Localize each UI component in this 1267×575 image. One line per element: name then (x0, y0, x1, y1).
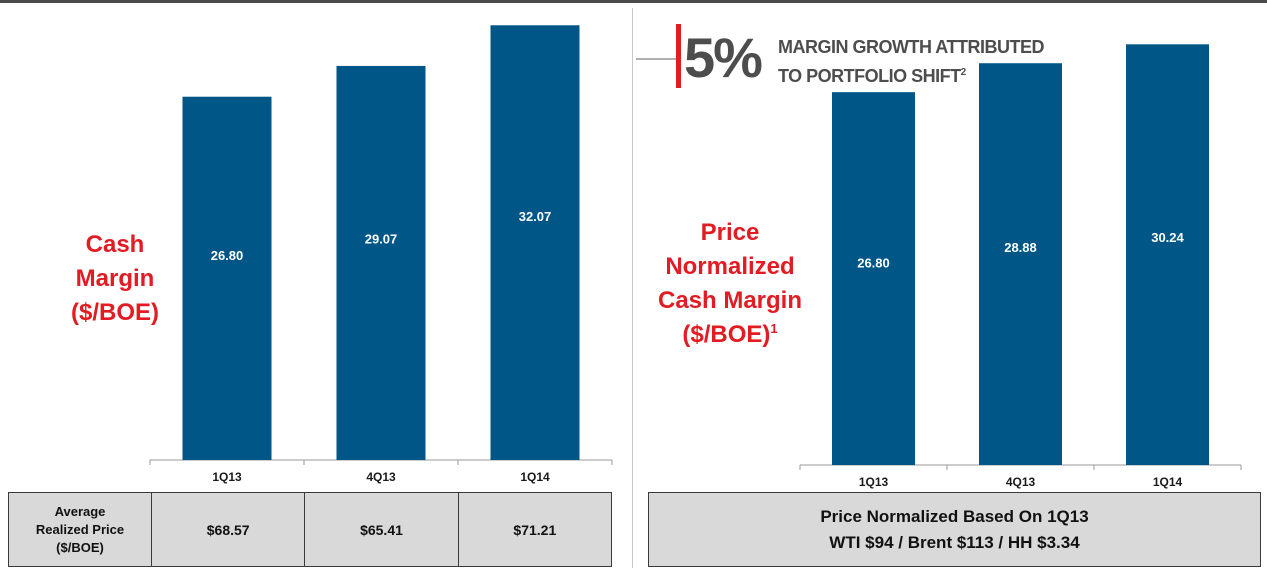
callout-connector (636, 58, 676, 60)
footnote-marker: 1 (770, 321, 778, 336)
x-tick-label: 1Q13 (212, 470, 242, 484)
average-realized-price-table: Average Realized Price ($/BOE) $68.57 $6… (8, 492, 613, 567)
bar-1q14 (490, 25, 580, 460)
normalized-cash-margin-label: Price Normalized Cash Margin ($/BOE)1 (640, 216, 820, 352)
table-row: Average Realized Price ($/BOE) $68.57 $6… (8, 492, 613, 567)
callout-text: MARGIN GROWTH ATTRIBUTED TO PORTFOLIO SH… (778, 34, 1044, 89)
callout-line2-text: TO PORTFOLIO SHIFT (778, 66, 961, 86)
panel-divider (632, 8, 633, 568)
price-table-header-line: Average (54, 503, 106, 519)
price-normalized-note: Price Normalized Based On 1Q13 WTI $94 /… (648, 492, 1261, 567)
normalized-note-line2: WTI $94 / Brent $113 / HH $3.34 (829, 532, 1080, 552)
bar-1q13 (832, 92, 915, 465)
callout-line1: MARGIN GROWTH ATTRIBUTED (778, 37, 1044, 57)
price-table-header-line: ($/BOE) (56, 539, 104, 555)
data-label: 26.80 (211, 248, 244, 263)
price-table-header: Average Realized Price ($/BOE) (8, 492, 152, 567)
normalized-label-unit: ($/BOE) (682, 321, 771, 348)
top-rule (0, 0, 1267, 3)
bar-4q13 (336, 65, 426, 460)
normalized-label-line: ($/BOE)1 (640, 318, 820, 352)
cash-margin-chart: 26.80 1Q13 29.07 4Q13 32.07 1Q14 (149, 25, 613, 484)
cash-margin-label-line: Margin (75, 265, 155, 292)
x-tick-label: 1Q13 (859, 475, 889, 489)
bar-1q14 (1126, 44, 1209, 466)
x-tick-label: 1Q14 (520, 470, 550, 484)
bar-4q13 (979, 63, 1062, 465)
normalized-label-line: Normalized (665, 253, 795, 280)
callout-footnote: 2 (960, 67, 967, 78)
price-cell-4q13: $65.41 (304, 492, 459, 567)
data-label: 29.07 (365, 231, 398, 246)
price-table-header-line: Realized Price (35, 521, 125, 537)
callout-accent-bar (676, 24, 681, 88)
data-label: 26.80 (857, 255, 890, 270)
normalized-cash-margin-chart: 26.80 1Q13 28.88 4Q13 30.24 1Q14 (799, 44, 1242, 489)
cash-margin-label-line: Cash (85, 231, 145, 258)
cash-margin-label-line: ($/BOE) (70, 299, 159, 326)
price-cell-1q13: $68.57 (150, 492, 306, 567)
bar-1q13 (182, 96, 272, 460)
x-tick-label: 4Q13 (366, 470, 396, 484)
price-cell-1q14: $71.21 (457, 492, 613, 567)
data-label: 28.88 (1004, 240, 1037, 255)
data-label: 32.07 (519, 209, 552, 224)
normalized-note-line1: Price Normalized Based On 1Q13 (820, 506, 1089, 526)
normalized-label-line: Price (700, 219, 760, 246)
data-label: 30.24 (1151, 230, 1184, 245)
callout-line2: TO PORTFOLIO SHIFT2 (778, 60, 1044, 89)
normalized-label-line: Cash Margin (657, 287, 803, 314)
x-tick-label: 4Q13 (1006, 475, 1036, 489)
callout-percent: 5% (684, 26, 763, 89)
x-tick-label: 1Q14 (1153, 475, 1183, 489)
cash-margin-label: Cash Margin ($/BOE) (40, 228, 190, 330)
